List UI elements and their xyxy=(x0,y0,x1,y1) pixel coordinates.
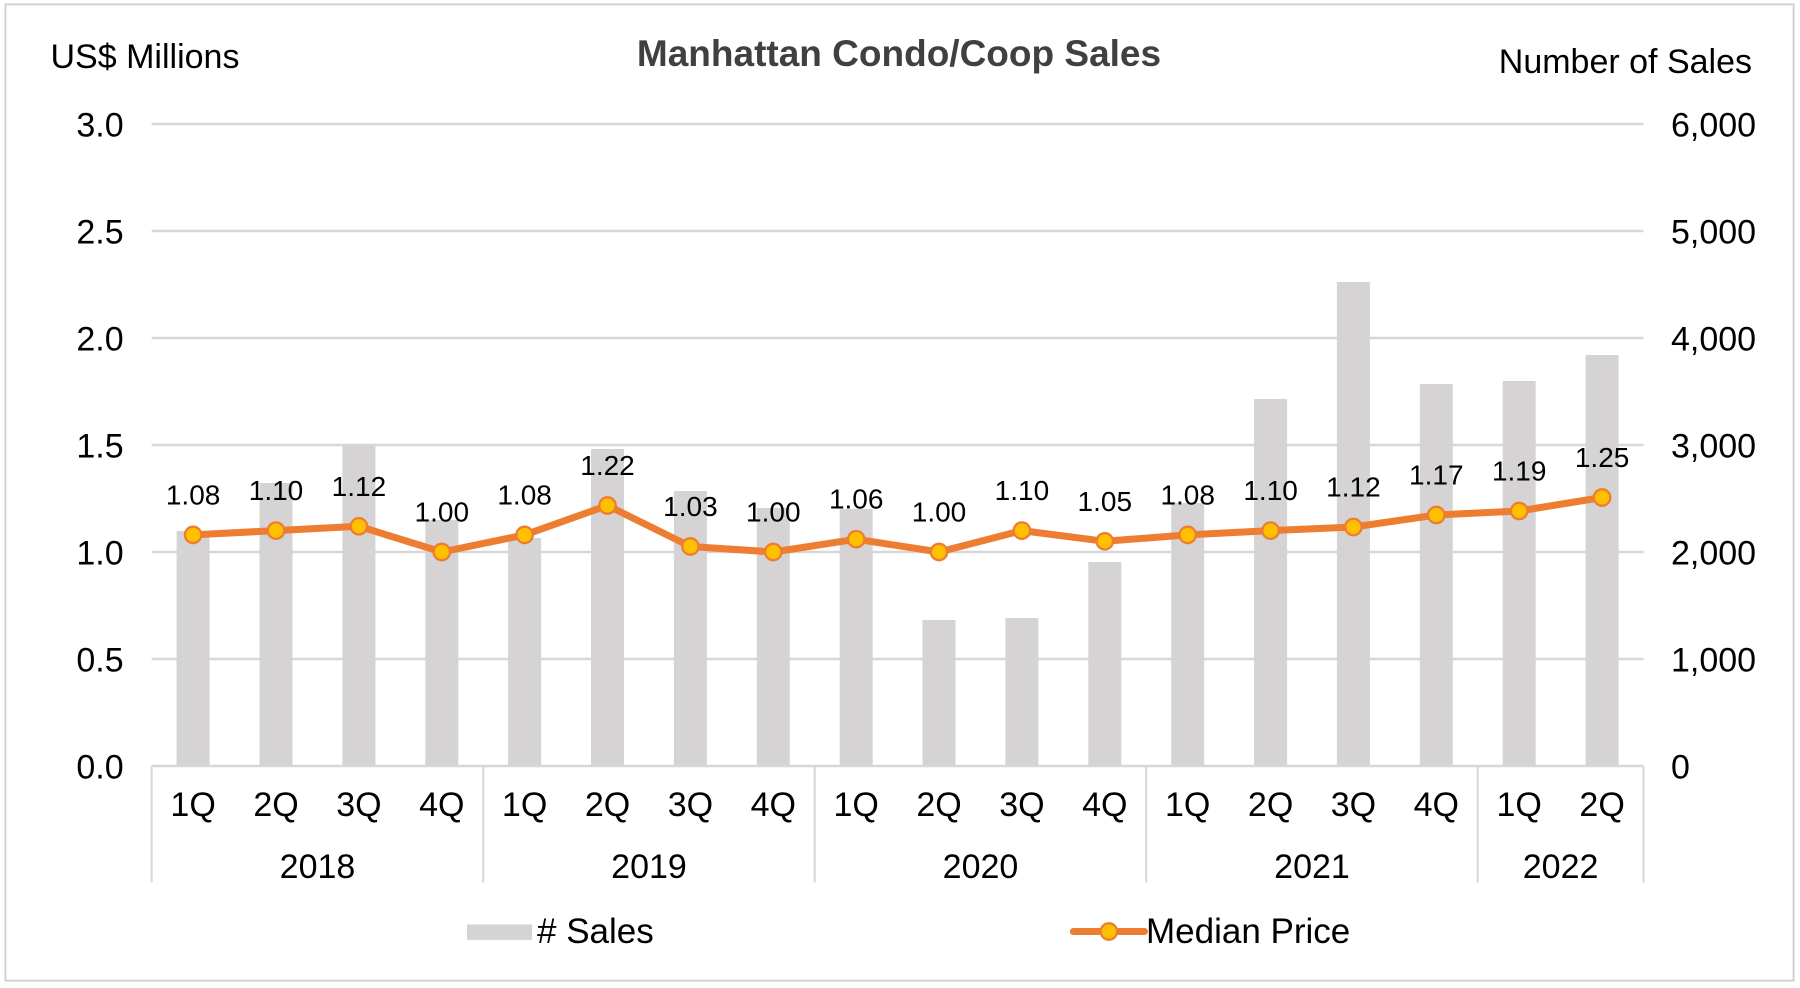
svg-text:1.10: 1.10 xyxy=(995,475,1050,506)
svg-text:1.12: 1.12 xyxy=(332,471,387,502)
svg-text:US$ Millions: US$ Millions xyxy=(51,38,240,76)
svg-text:2022: 2022 xyxy=(1523,848,1599,886)
svg-text:1.12: 1.12 xyxy=(1326,472,1381,503)
svg-text:2Q: 2Q xyxy=(1248,786,1293,824)
svg-text:2.0: 2.0 xyxy=(76,320,123,358)
svg-text:1Q: 1Q xyxy=(170,786,215,824)
svg-text:0.5: 0.5 xyxy=(76,641,123,679)
svg-text:1.10: 1.10 xyxy=(1243,475,1298,506)
svg-text:1Q: 1Q xyxy=(502,786,547,824)
svg-text:3.0: 3.0 xyxy=(76,106,123,144)
svg-text:1Q: 1Q xyxy=(1165,786,1210,824)
svg-text:2,000: 2,000 xyxy=(1671,534,1756,572)
svg-text:1.08: 1.08 xyxy=(166,479,221,510)
svg-text:1.22: 1.22 xyxy=(580,450,635,481)
svg-text:1.00: 1.00 xyxy=(912,497,967,528)
svg-text:1.17: 1.17 xyxy=(1409,460,1464,491)
svg-text:1.25: 1.25 xyxy=(1575,442,1630,473)
svg-text:1.05: 1.05 xyxy=(1078,486,1133,517)
svg-text:2Q: 2Q xyxy=(1579,786,1624,824)
svg-text:2018: 2018 xyxy=(280,848,356,886)
svg-text:1.19: 1.19 xyxy=(1492,456,1547,487)
svg-text:Manhattan Condo/Coop Sales: Manhattan Condo/Coop Sales xyxy=(637,33,1161,74)
svg-text:# Sales: # Sales xyxy=(537,912,654,951)
svg-text:1.00: 1.00 xyxy=(415,497,470,528)
svg-text:1.00: 1.00 xyxy=(746,497,801,528)
svg-text:3Q: 3Q xyxy=(1331,786,1376,824)
svg-text:1.5: 1.5 xyxy=(76,427,123,465)
svg-text:Median Price: Median Price xyxy=(1146,912,1350,951)
svg-text:1.08: 1.08 xyxy=(497,479,552,510)
svg-text:Number of Sales: Number of Sales xyxy=(1499,43,1752,81)
svg-text:0.0: 0.0 xyxy=(76,748,123,786)
svg-text:4Q: 4Q xyxy=(751,786,796,824)
svg-text:4Q: 4Q xyxy=(419,786,464,824)
svg-text:2021: 2021 xyxy=(1274,848,1350,886)
svg-text:1.08: 1.08 xyxy=(1160,479,1215,510)
svg-text:4Q: 4Q xyxy=(1414,786,1459,824)
svg-text:4Q: 4Q xyxy=(1082,786,1127,824)
svg-text:4,000: 4,000 xyxy=(1671,320,1756,358)
svg-text:1.10: 1.10 xyxy=(249,475,304,506)
svg-text:2.5: 2.5 xyxy=(76,213,123,251)
svg-text:1Q: 1Q xyxy=(1497,786,1542,824)
svg-text:1.0: 1.0 xyxy=(76,534,123,572)
svg-text:3Q: 3Q xyxy=(336,786,381,824)
svg-text:2Q: 2Q xyxy=(585,786,630,824)
svg-text:2Q: 2Q xyxy=(916,786,961,824)
svg-text:1.06: 1.06 xyxy=(829,484,884,515)
svg-text:5,000: 5,000 xyxy=(1671,213,1756,251)
svg-text:3,000: 3,000 xyxy=(1671,427,1756,465)
svg-text:2019: 2019 xyxy=(611,848,687,886)
svg-text:1Q: 1Q xyxy=(834,786,879,824)
svg-text:2020: 2020 xyxy=(943,848,1019,886)
svg-text:6,000: 6,000 xyxy=(1671,106,1756,144)
svg-text:3Q: 3Q xyxy=(668,786,713,824)
svg-text:3Q: 3Q xyxy=(999,786,1044,824)
svg-text:2Q: 2Q xyxy=(253,786,298,824)
svg-text:0: 0 xyxy=(1671,748,1690,786)
svg-text:1.03: 1.03 xyxy=(663,491,718,522)
svg-text:1,000: 1,000 xyxy=(1671,641,1756,679)
